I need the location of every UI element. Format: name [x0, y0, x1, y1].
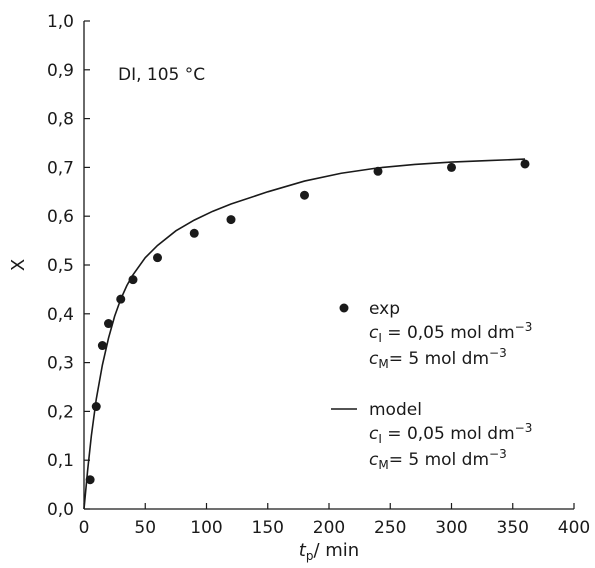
- exp-data-point: [128, 275, 138, 285]
- x-axis-title-symbol: t: [299, 540, 307, 561]
- y-tick-label: 0,6: [47, 207, 74, 227]
- y-tick-label: 0,7: [47, 158, 74, 178]
- y-tick-label: 0,4: [47, 305, 74, 325]
- y-tick-label: 0,2: [47, 402, 74, 422]
- y-tick-label: 1,0: [47, 12, 74, 32]
- legend: exp cI = 0,05 mol dm−3 cM= 5 mol dm−3 mo…: [331, 299, 532, 472]
- y-tick-label: 0,9: [47, 61, 74, 81]
- y-axis-title: X: [8, 259, 29, 271]
- exp-data-point: [189, 228, 199, 238]
- exp-series-points: [85, 159, 530, 485]
- y-tick-label: 0,0: [47, 500, 74, 520]
- x-axis-title-unit: / min: [313, 540, 359, 561]
- chart-annotation: DI, 105 °C: [118, 65, 205, 85]
- exp-data-point: [373, 166, 383, 176]
- legend-marker-exp: [339, 303, 349, 313]
- exp-data-point: [300, 190, 309, 200]
- legend-entry-model: model cI = 0,05 mol dm−3 cM= 5 mol dm−3: [331, 400, 532, 472]
- legend-label-exp: exp: [369, 299, 400, 319]
- exp-data-point: [226, 215, 236, 225]
- exp-data-point: [91, 402, 101, 412]
- x-tick-label: 50: [134, 518, 156, 538]
- exp-data-point: [520, 159, 530, 169]
- exp-data-point: [447, 162, 456, 172]
- exp-data-point: [104, 319, 113, 329]
- y-tick-label: 0,5: [47, 256, 74, 276]
- x-tick-label: 200: [313, 518, 345, 538]
- x-axis-title-subscript: p: [306, 549, 314, 563]
- x-tick-label: 150: [252, 518, 284, 538]
- legend-label-model: model: [369, 400, 422, 420]
- x-tick-label: 250: [374, 518, 406, 538]
- model-series-line: [83, 158, 526, 510]
- x-tick-label: 300: [435, 518, 467, 538]
- exp-data-point: [85, 475, 95, 485]
- legend-model-line-2: cM= 5 mol dm−3: [369, 447, 507, 472]
- y-axis-ticks: 0,0 0,1 0,2 0,3 0,4 0,5 0,6 0,7 0,8 0,9 1,0: [47, 12, 90, 520]
- x-tick-label: 400: [558, 518, 590, 538]
- y-tick-label: 0,1: [47, 451, 74, 471]
- exp-data-point: [153, 253, 162, 263]
- x-tick-label: 100: [190, 518, 222, 538]
- legend-entry-exp: exp cI = 0,05 mol dm−3 cM= 5 mol dm−3: [339, 299, 532, 371]
- x-axis-title: tp/ min: [299, 540, 359, 563]
- y-tick-label: 0,3: [47, 354, 74, 374]
- x-axis-ticks: 0 50 100 150 200 250 300 350 400: [79, 503, 590, 538]
- legend-exp-line-1: cI = 0,05 mol dm−3: [369, 320, 532, 345]
- legend-model-line-1: cI = 0,05 mol dm−3: [369, 421, 532, 446]
- x-tick-label: 350: [497, 518, 529, 538]
- exp-data-point: [97, 341, 107, 351]
- y-tick-label: 0,8: [47, 110, 74, 130]
- exp-data-point: [116, 294, 126, 304]
- x-tick-label: 0: [79, 518, 90, 538]
- legend-exp-line-2: cM= 5 mol dm−3: [369, 346, 507, 371]
